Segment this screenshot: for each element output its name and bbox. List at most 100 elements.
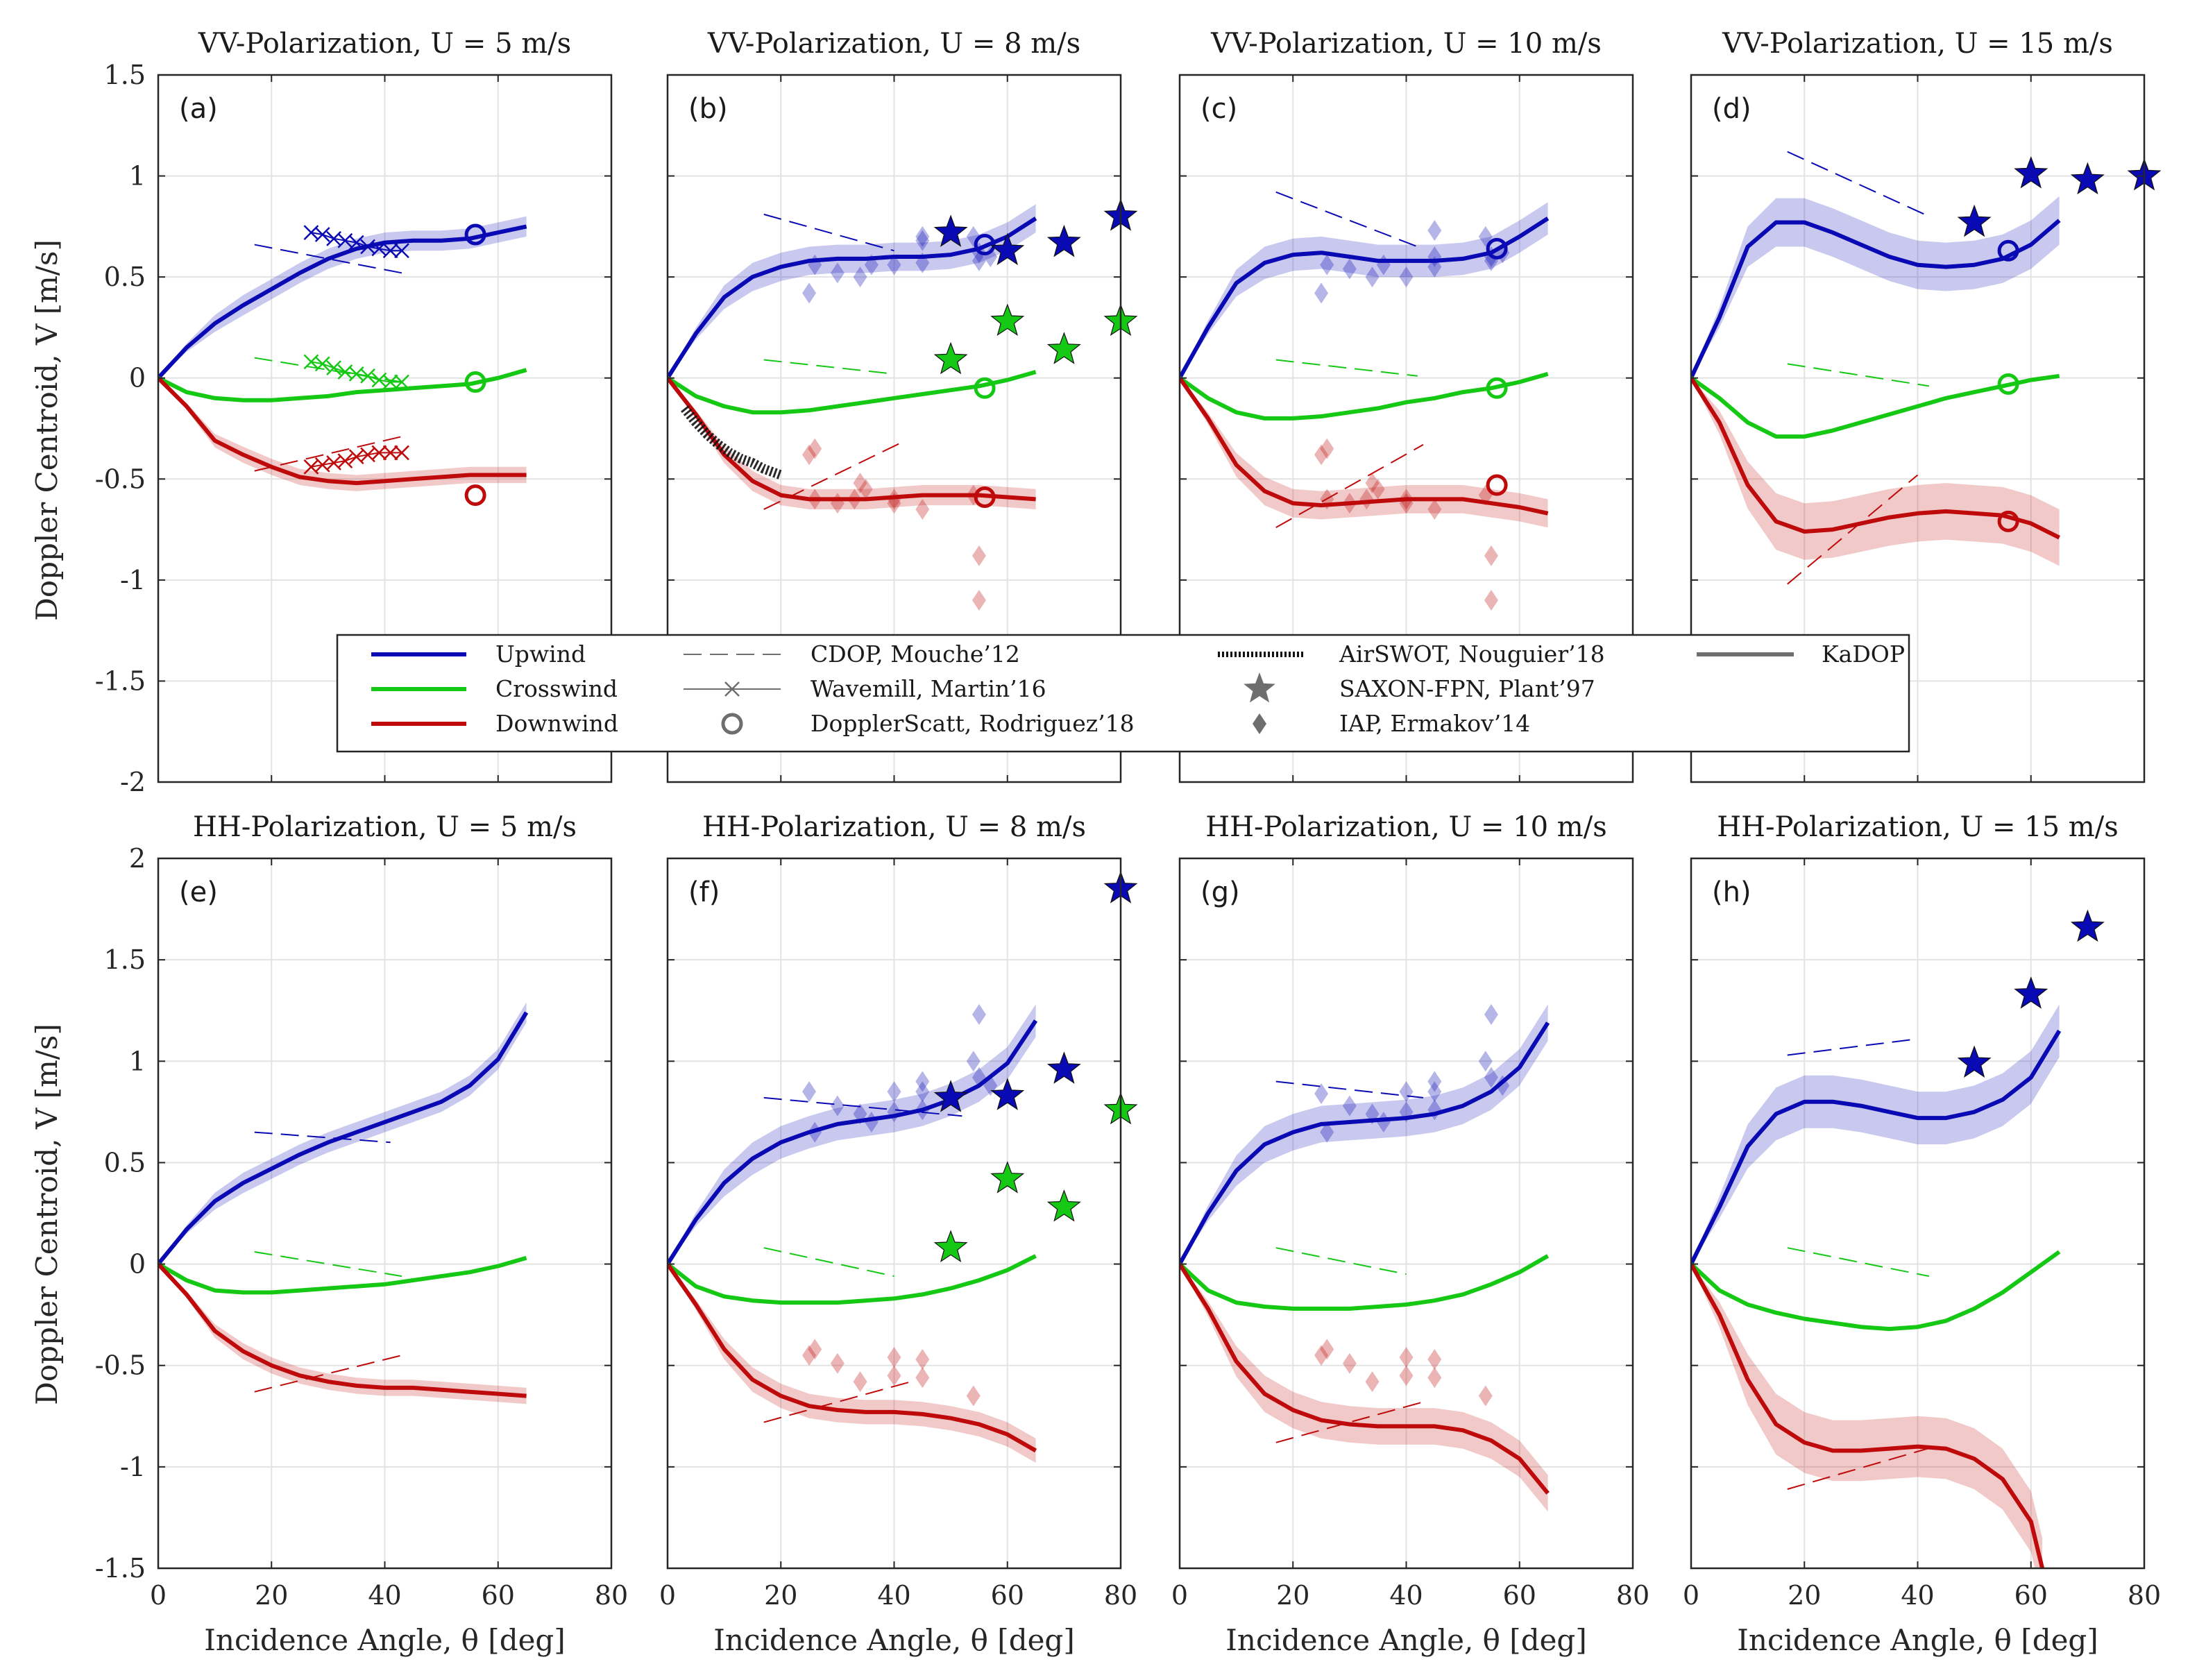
cdop-line-cross (1275, 359, 1418, 377)
panel-plot-area (158, 216, 527, 491)
iap-diamond-up (915, 1081, 930, 1103)
y-axis-label-top: Doppler Centroid, V [m/s] (30, 239, 64, 621)
y-tick-label: -1.5 (95, 665, 146, 696)
saxon-star-up (990, 1078, 1025, 1110)
panel-title: VV-Polarization, U = 15 m/s (1722, 28, 2113, 60)
iap-diamond-down (1365, 1371, 1380, 1393)
panel-h: HH-Polarization, U = 15 m/s (h) 0 20 40 60 80 I… (1683, 811, 2161, 1657)
y-tick-label: -0.5 (95, 464, 146, 494)
panel-plot-area (158, 1002, 529, 1405)
panel-label: (f) (688, 876, 720, 908)
wavemill-marker-up (314, 227, 330, 242)
iap-diamond-down (858, 478, 873, 500)
y-tick-label: 0 (129, 363, 146, 393)
saxon-star-up (2014, 976, 2048, 1009)
x-tick-label: 0 (659, 1580, 676, 1611)
iap-diamond-up (915, 1071, 930, 1092)
cdop-line-down (1787, 474, 1919, 585)
iap-diamond-up (1320, 1121, 1334, 1143)
panel-label: (a) (179, 93, 218, 125)
iap-diamond-down (802, 1345, 817, 1366)
iap-diamond-down (1478, 1385, 1493, 1407)
kadop-band-up (1180, 1004, 1548, 1264)
dopplerscatt-marker-down (1997, 510, 2019, 532)
panel-title: HH-Polarization, U = 15 m/s (1717, 811, 2118, 843)
legend-label: AirSWOT, Nouguier’18 (1339, 640, 1605, 668)
iap-diamond-down (1427, 498, 1442, 520)
y-tick-label: 1.5 (104, 944, 146, 975)
kadop-band-up (1691, 196, 2060, 378)
iap-diamond-up (915, 226, 930, 247)
kadop-line-cross (1180, 1254, 1550, 1311)
iap-diamond-down (887, 1347, 901, 1368)
kadop-line-up (158, 224, 527, 380)
iap-diamond-down (915, 1367, 930, 1389)
iap-diamond-up (972, 1004, 986, 1026)
cdop-line-cross (1275, 1247, 1407, 1275)
cdop-line-cross (1787, 363, 1929, 387)
iap-diamond-up (972, 250, 986, 271)
iap-diamond-down (830, 1352, 845, 1374)
iap-diamond-down (853, 473, 867, 494)
iap-diamond-up (1427, 1081, 1442, 1103)
dopplerscatt-marker-down (1486, 474, 1508, 496)
saxon-star-up (2014, 155, 2048, 189)
wavemill-marker-down (337, 453, 353, 468)
x-tick-label: 20 (1788, 1580, 1821, 1611)
iap-diamond-down (1399, 1347, 1414, 1368)
kadop-line-down (158, 376, 527, 486)
figure-panels: VV-Polarization, U = 5 m/s (a) 1.5 1 0.5 0 -0.… (95, 28, 2162, 1657)
kadop-line-down (1691, 1263, 2045, 1568)
x-tick-label: 80 (595, 1580, 628, 1611)
legend-label: Wavemill, Martin’16 (811, 675, 1046, 702)
iap-diamond-up (802, 282, 817, 304)
iap-diamond-down (853, 1371, 867, 1393)
x-tick-label: 0 (1171, 1580, 1188, 1611)
x-tick-label: 60 (991, 1580, 1024, 1611)
panel-f: HH-Polarization, U = 8 m/s (f) 0 20 40 60 80 In… (659, 811, 1138, 1657)
saxon-star-up (933, 214, 968, 247)
iap-diamond-down (808, 1339, 822, 1360)
panel-plot-area (1691, 1004, 2062, 1568)
iap-diamond-up (1427, 1071, 1442, 1092)
kadop-line-down (668, 1262, 1037, 1453)
iap-diamond-down (1365, 473, 1380, 494)
iap-diamond-down (1320, 1339, 1334, 1360)
iap-diamond-down (1427, 1367, 1442, 1389)
kadop-band-down (158, 377, 527, 491)
y-tick-label: 2 (129, 843, 146, 874)
x-axis-label: Incidence Angle, θ [deg] (1225, 1623, 1586, 1657)
legend-label: Downwind (495, 710, 618, 737)
iap-diamond-down (1484, 589, 1498, 611)
cdop-line-up (1787, 1038, 1918, 1056)
dopplerscatt-marker-cross (1486, 377, 1508, 399)
dopplerscatt-marker-cross (974, 377, 996, 399)
x-axis-label: Incidence Angle, θ [deg] (204, 1623, 565, 1657)
cdop-line-up (763, 1096, 962, 1117)
legend-label: KaDOP (1822, 640, 1905, 668)
panel-label: (g) (1200, 876, 1240, 908)
iap-diamond-up (1342, 1095, 1357, 1117)
panel-label: (d) (1712, 93, 1751, 125)
x-tick-label: 40 (877, 1580, 910, 1611)
kadop-line-cross (1691, 373, 2060, 439)
x-tick-label: 20 (1276, 1580, 1309, 1611)
kadop-band-down (1691, 1264, 2043, 1568)
dopplerscatt-marker-cross (464, 371, 486, 393)
y-tick-label: 0 (129, 1249, 146, 1280)
dopplerscatt-marker-down (464, 484, 486, 507)
iap-diamond-down (1314, 1345, 1329, 1366)
panel-b: VV-Polarization, U = 8 m/s (b) (666, 28, 1138, 783)
y-tick-label: 0.5 (104, 1147, 146, 1178)
kadop-band-down (1180, 1264, 1548, 1512)
panel-label: (c) (1200, 93, 1237, 125)
x-axis-label: Incidence Angle, θ [deg] (713, 1623, 1074, 1657)
panel-title: HH-Polarization, U = 10 m/s (1205, 811, 1606, 843)
panel-e: HH-Polarization, U = 5 m/s (e) 2 1.5 1 0.5 0 -0… (95, 811, 628, 1657)
y-tick-label: 1.5 (104, 60, 146, 90)
kadop-line-cross (158, 1255, 527, 1295)
y-tick-label: -1.5 (95, 1553, 146, 1584)
cdop-line-cross (1787, 1247, 1930, 1278)
iap-diamond-down (1359, 489, 1374, 510)
iap-diamond-up (1376, 1111, 1391, 1132)
